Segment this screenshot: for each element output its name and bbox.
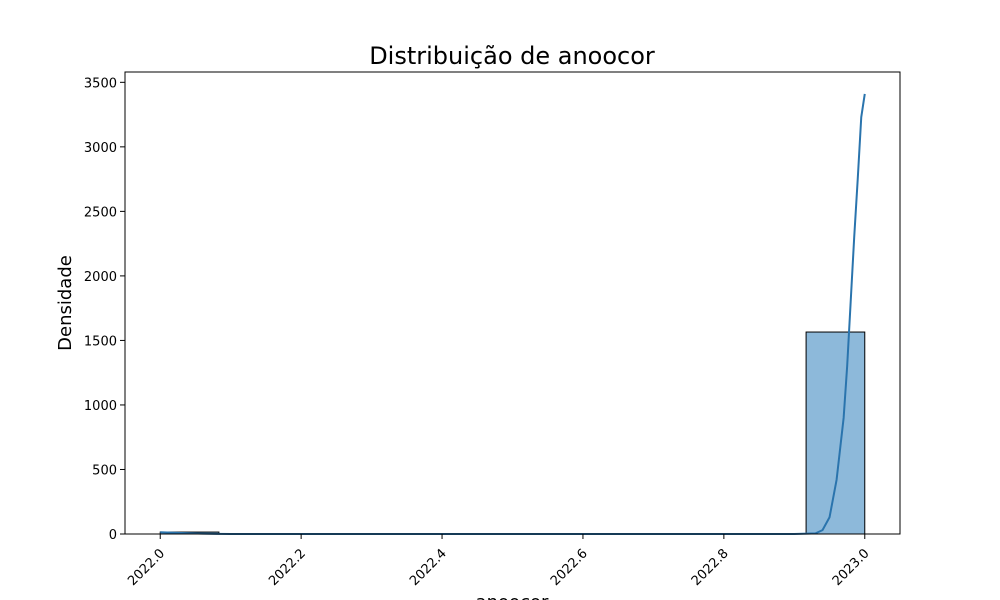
y-axis-label: Densidade — [55, 255, 76, 351]
histogram-bar-1 — [805, 331, 866, 535]
y-tick-label: 3000 — [84, 141, 117, 156]
y-tick-label: 0 — [109, 528, 117, 543]
y-tick-label: 2000 — [84, 270, 117, 285]
plot-frame — [124, 71, 901, 535]
y-tick-label: 3500 — [84, 76, 117, 91]
x-tick-label: 2022.2 — [266, 546, 309, 589]
y-tick-label: 1500 — [84, 334, 117, 349]
x-tick-label: 2022.0 — [125, 546, 168, 589]
chart-title: Distribuição de anoocor — [369, 42, 655, 70]
x-axis-ticks: 2022.0 2022.2 2022.4 2022.6 2022.8 2023.0 — [125, 534, 873, 589]
x-tick-label: 2022.8 — [689, 546, 732, 589]
x-tick-label: 2023.0 — [830, 546, 873, 589]
plot-area — [159, 93, 866, 535]
y-tick-label: 1000 — [84, 399, 117, 414]
kde-line — [160, 93, 866, 535]
y-tick-label: 500 — [92, 463, 117, 478]
x-tick-label: 2022.6 — [548, 546, 591, 589]
y-axis-ticks: 0 500 1000 1500 2000 2500 3000 3500 — [84, 76, 125, 543]
x-axis-label: anoocor — [476, 592, 549, 600]
y-tick-label: 2500 — [84, 205, 117, 220]
x-tick-label: 2022.4 — [407, 546, 450, 589]
